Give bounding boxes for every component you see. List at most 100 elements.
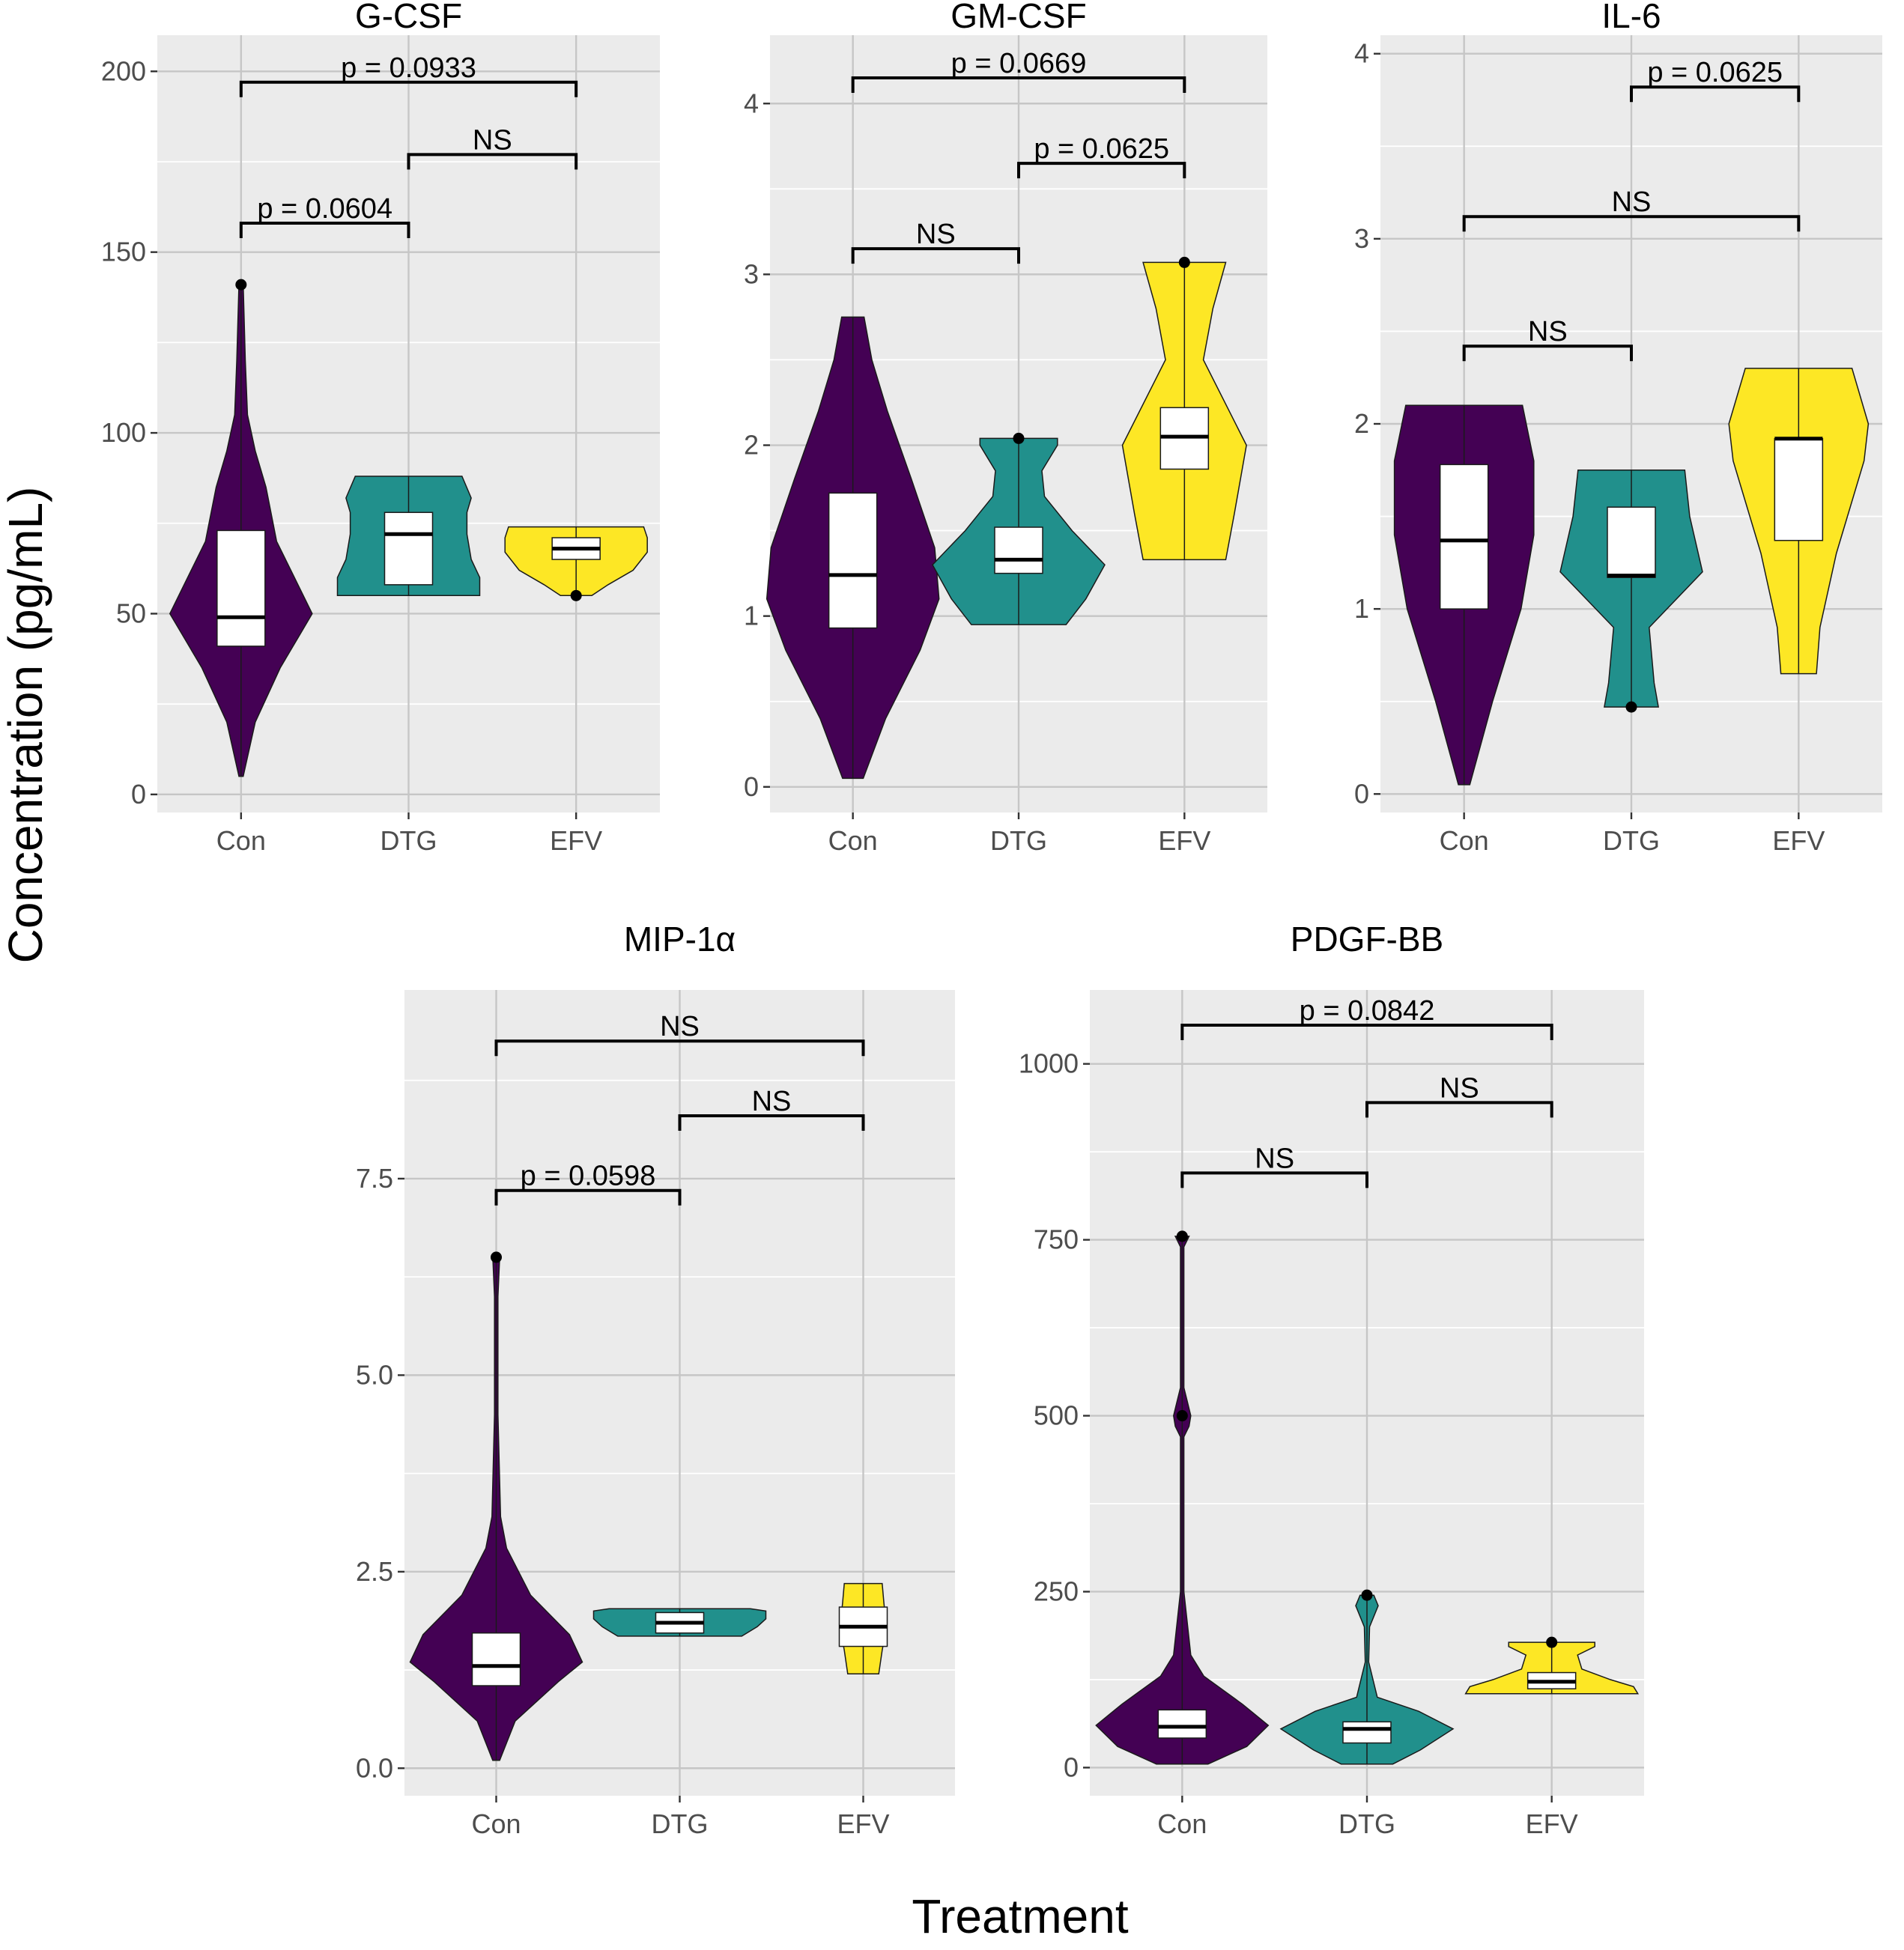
y-axis-title: Concentration (pg/mL) [0,487,52,964]
pdgf-bb-panel-title: PDGF-BB [1291,920,1443,959]
mip-1-significance-bracket [678,1114,865,1131]
g-csf-significance-bracket [407,153,578,170]
mip-1-box-con [471,1632,521,1686]
pdgf-bb-y-tick-label: 500 [1034,1400,1079,1431]
g-csf-panel: G-CSF 0 50 100 150 200 Con DTG EFV p = 0.0933 NS p … [101,0,660,856]
il-6-box-dtg [1607,506,1656,578]
il-6-x-tick-label-dtg: DTG [1603,825,1660,856]
gm-csf-outlier-point-efv [1178,256,1190,268]
g-csf-outlier-point-con [235,279,247,291]
g-csf-y-tick-label: 0 [131,779,146,810]
gm-csf-y-tick-label: 3 [744,258,759,289]
g-csf-box-dtg [383,511,434,586]
il-6-x-tick-label-con: Con [1440,825,1489,856]
il-6-x-tick-label-efv: EFV [1772,825,1825,856]
pdgf-bb-y-tick-label: 0 [1064,1752,1079,1782]
il-6-significance-bracket [1630,85,1801,103]
pdgf-bb-significance-label: p = 0.0842 [1300,995,1435,1027]
gm-csf-x-tick-label-con: Con [828,825,878,856]
il-6-y-tick-label: 2 [1354,408,1369,439]
g-csf-x-tick-label-efv: EFV [550,825,602,856]
g-csf-significance-bracket [239,80,578,97]
gm-csf-y-tick-label: 4 [744,88,759,118]
pdgf-bb-x-tick-label-dtg: DTG [1338,1808,1395,1839]
gm-csf-significance-bracket [1017,162,1186,179]
g-csf-y-tick-label: 50 [116,598,146,628]
mip-1-y-tick-label: 5.0 [356,1359,393,1390]
il-6-y-tick-label: 1 [1354,593,1369,624]
mip-1-panel: MIP-1α 0.0 2.5 5.0 7.5 Con DTG EFV NS NS p = 0.059… [356,920,955,1839]
pdgf-bb-outlier-point-dtg [1361,1589,1373,1601]
g-csf-outlier-point-efv [570,589,582,601]
g-csf-x-tick-label-dtg: DTG [381,825,437,856]
il-6-y-tick-label: 0 [1354,778,1369,809]
pdgf-bb-x-tick-label-efv: EFV [1526,1808,1578,1839]
il-6-panel: IL-6 0 1 2 3 4 Con DTG EFV p = 0.0625 NS NS [1354,0,1882,856]
g-csf-significance-label: p = 0.0933 [341,52,476,84]
pdgf-bb-significance-label: NS [1440,1072,1479,1104]
g-csf-box-con [216,529,266,647]
il-6-box-con [1439,464,1489,610]
g-csf-significance-bracket [239,222,410,239]
pdgf-bb-y-tick-label: 250 [1034,1576,1079,1606]
pdgf-bb-outlier-point-con [1176,1410,1188,1422]
gm-csf-significance-bracket [851,76,1186,94]
gm-csf-y-tick-label: 2 [744,430,759,461]
mip-1-x-tick-label-dtg: DTG [652,1808,709,1839]
g-csf-x-tick-label-con: Con [216,825,266,856]
pdgf-bb-outlier-point-con [1176,1230,1188,1242]
g-csf-y-tick-label: 100 [101,417,146,448]
pdgf-bb-significance-bracket [1180,1171,1368,1188]
mip-1-significance-bracket [494,1188,682,1206]
gm-csf-significance-bracket [851,247,1020,264]
gm-csf-significance-label: p = 0.0669 [951,48,1087,79]
mip-1-y-tick-label: 2.5 [356,1556,393,1587]
gm-csf-significance-label: p = 0.0625 [1034,133,1169,165]
mip-1-outlier-point-con [491,1251,502,1263]
mip-1-significance-label: p = 0.0598 [521,1161,656,1192]
pdgf-bb-box-dtg [1342,1721,1392,1744]
gm-csf-y-tick-label: 0 [744,771,759,802]
il-6-y-tick-label: 4 [1354,38,1369,69]
pdgf-bb-y-tick-label: 1000 [1019,1048,1079,1079]
il-6-outlier-point-dtg [1625,701,1637,713]
mip-1-panel-title: MIP-1α [624,920,736,959]
g-csf-significance-label: NS [473,124,512,156]
il-6-significance-bracket [1462,344,1633,362]
g-csf-panel-title: G-CSF [355,0,462,35]
il-6-significance-label: NS [1528,316,1568,347]
gm-csf-x-tick-label-dtg: DTG [990,825,1047,856]
gm-csf-significance-label: NS [916,219,956,250]
mip-1-significance-label: NS [752,1086,792,1117]
mip-1-x-tick-label-con: Con [471,1808,521,1839]
gm-csf-box-con [828,492,878,629]
pdgf-bb-significance-label: NS [1255,1143,1294,1174]
mip-1-significance-bracket [494,1039,865,1057]
mip-1-y-tick-label: 0.0 [356,1752,393,1783]
il-6-box-efv [1774,438,1824,541]
gm-csf-panel: GM-CSF 0 1 2 3 4 Con DTG EFV p = 0.0669 p = 0.0625… [744,0,1267,856]
pdgf-bb-significance-bracket [1180,1023,1553,1040]
gm-csf-box-dtg [994,526,1043,574]
pdgf-bb-x-tick-label-con: Con [1157,1808,1207,1839]
il-6-significance-label: NS [1612,186,1652,218]
g-csf-significance-label: p = 0.0604 [257,193,392,225]
mip-1-y-tick-label: 7.5 [356,1163,393,1194]
mip-1-significance-label: NS [660,1011,700,1042]
pdgf-bb-panel: PDGF-BB 0 250 500 750 1000 Con DTG EFV p = 0.0842… [1019,920,1644,1839]
g-csf-y-tick-label: 200 [101,55,146,86]
mip-1-x-tick-label-efv: EFV [837,1808,889,1839]
x-axis-title: Treatment [912,1889,1129,1943]
gm-csf-y-tick-label: 1 [744,601,759,631]
g-csf-y-tick-label: 150 [101,237,146,267]
il-6-significance-bracket [1462,215,1801,232]
gm-csf-x-tick-label-efv: EFV [1158,825,1210,856]
pdgf-bb-y-tick-label: 750 [1034,1224,1079,1255]
il-6-panel-title: IL-6 [1601,0,1661,35]
il-6-y-tick-label: 3 [1354,223,1369,254]
gm-csf-panel-title: GM-CSF [951,0,1086,35]
pdgf-bb-box-con [1157,1709,1207,1739]
pdgf-bb-outlier-point-efv [1546,1636,1558,1648]
